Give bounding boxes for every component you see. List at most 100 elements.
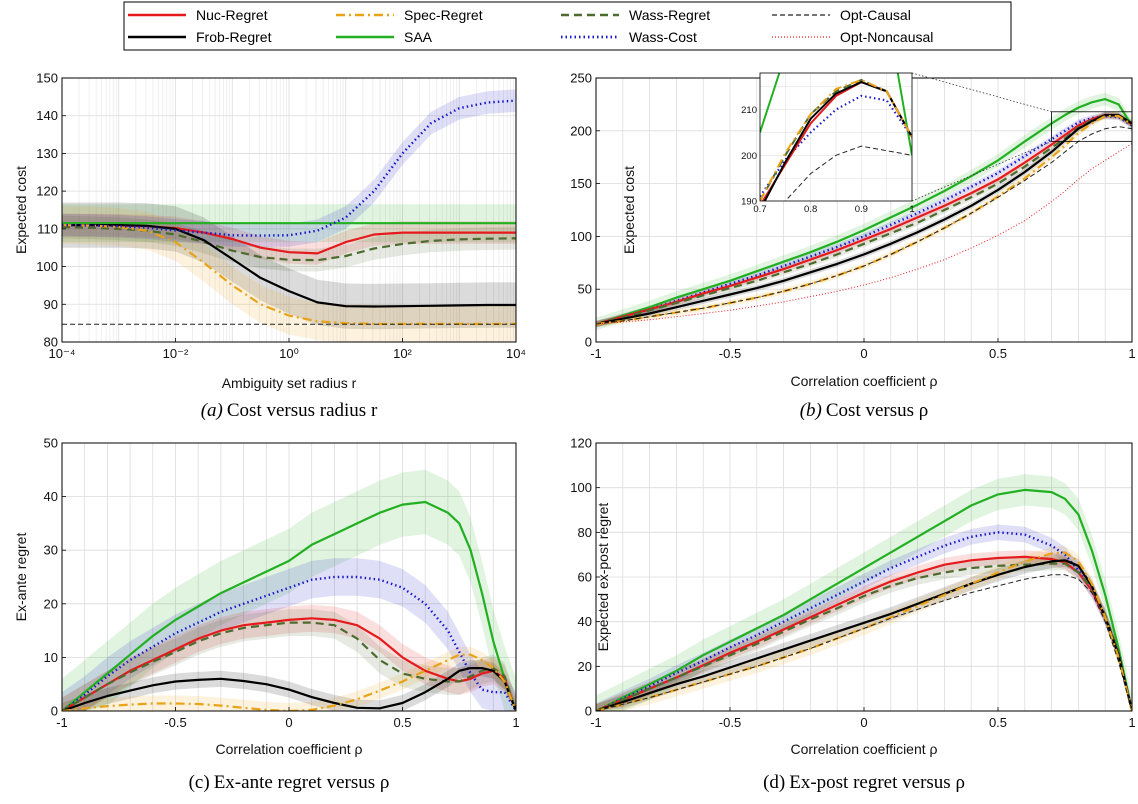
x-axis-label-c: Correlation coefficient ρ [216, 741, 363, 757]
x-tick-label: -0.5 [164, 715, 186, 730]
caption-text-c: Ex-ante regret versus ρ [214, 772, 390, 793]
series-line-wass-regret [62, 225, 516, 262]
y-tick-label: 250 [570, 71, 592, 86]
caption-text-d: Ex-post regret versus ρ [789, 772, 965, 793]
zoom-connector [911, 72, 1052, 113]
legend-label-frob-regret: Frob-Regret [196, 29, 272, 45]
legend-label-wass-cost: Wass-Cost [629, 29, 697, 45]
y-tick-label: 0 [51, 704, 58, 719]
y-tick-label: 0 [585, 335, 592, 350]
x-axis-label-a: Ambiguity set radius r [222, 375, 357, 391]
caption-b: (b) Cost versus ρ [800, 400, 929, 421]
x-tick-label: 0 [860, 346, 867, 361]
series-line-wass-cost [596, 531, 1132, 711]
inset-chart-b: 0.7 0.8 0.9 1 190 200 210 [741, 72, 915, 215]
caption-text-a: Cost versus radius r [227, 400, 378, 421]
y-tick-label: 40 [578, 614, 592, 629]
legend-label-nuc-regret: Nuc-Regret [196, 7, 268, 23]
series-line-saa [62, 500, 516, 711]
series-line-nuc-regret [62, 617, 516, 711]
y-tick-label: 90 [44, 297, 58, 312]
band-spec-regret [62, 206, 516, 342]
caption-a: (a) Cost versus radius r [201, 400, 378, 421]
x-tick-label: -0.5 [719, 346, 741, 361]
legend-label-saa: SAA [404, 29, 433, 45]
legend: Nuc-Regret Spec-Regret Wass-Regret Opt-Caus… [123, 1, 1012, 51]
x-axis-label-d: Correlation coefficient ρ [791, 741, 938, 757]
band-wass-regret [62, 609, 516, 711]
chart-a: 10⁻⁴ 10⁻² 10⁰ 10² 10⁴8090100110120130140150 … [13, 71, 526, 422]
x-tick-label: 10⁻² [163, 346, 189, 361]
legend-label-wass-regret: Wass-Regret [629, 7, 710, 23]
y-tick-label: 20 [578, 659, 592, 674]
band-wass-cost [62, 558, 516, 711]
y-tick-label: 130 [36, 146, 58, 161]
band-frob-regret [596, 553, 1132, 711]
y-tick-label: 140 [36, 108, 58, 123]
x-tick-label: 10⁰ [279, 346, 299, 361]
x-tick-label: 10² [393, 346, 412, 361]
y-tick-label: 50 [578, 282, 592, 297]
caption-d: (d) Ex-post regret versus ρ [763, 772, 965, 793]
caption-text-b: Cost versus ρ [826, 400, 928, 421]
caption-c: (c) Ex-ante regret versus ρ [189, 772, 390, 793]
series-line-wass-cost [596, 114, 1132, 326]
zoom-region [1051, 111, 1133, 142]
x-tick-label: 0 [860, 715, 867, 730]
y-tick-label: 80 [578, 525, 592, 540]
inset-series-line-opt-causal [784, 145, 912, 201]
inset-x-tick-label: 0.8 [804, 204, 817, 215]
band-nuc-regret [62, 213, 516, 265]
band-frob-regret [62, 660, 516, 711]
legend-label-spec-regret: Spec-Regret [404, 7, 483, 23]
inset-y-tick-label: 210 [741, 105, 757, 116]
x-tick-label: 1 [1128, 715, 1135, 730]
y-tick-label: 150 [570, 176, 592, 191]
x-tick-label: 0.5 [989, 346, 1007, 361]
series-line-spec-regret [596, 551, 1132, 711]
inset-frame [759, 72, 913, 202]
series-line-saa [596, 488, 1132, 711]
series-line-frob-regret [596, 559, 1132, 711]
y-tick-label: 50 [44, 436, 58, 451]
y-axis-label-b: Expected cost [621, 166, 637, 254]
series-line-nuc-regret [596, 113, 1132, 326]
y-tick-label: 10 [44, 650, 58, 665]
y-axis-label-a: Expected cost [13, 166, 29, 254]
y-tick-label: 0 [585, 704, 592, 719]
y-tick-label: 20 [44, 596, 58, 611]
caption-prefix-c: (c) [189, 772, 210, 793]
y-tick-label: 120 [36, 184, 58, 199]
x-tick-label: -1 [590, 346, 602, 361]
x-tick-label: 0 [285, 715, 292, 730]
x-tick-label: 10⁻⁴ [49, 346, 76, 361]
x-tick-label: 1 [1128, 346, 1135, 361]
series-line-spec-regret [596, 114, 1132, 326]
series-line-spec-regret [62, 653, 516, 711]
caption-prefix-a: (a) [201, 400, 223, 421]
caption-prefix-b: (b) [800, 400, 822, 421]
y-tick-label: 60 [578, 570, 592, 585]
series-line-opt-causal [596, 574, 1132, 711]
x-tick-label: 10⁴ [506, 346, 526, 361]
series-line-wass-regret [596, 562, 1132, 711]
inset-x-tick-label: 1 [909, 204, 914, 215]
series-line-frob-regret [596, 113, 1132, 326]
band-spec-regret [62, 646, 516, 711]
inset-series-line-spec-regret [760, 78, 912, 201]
zoom-connector [911, 140, 1052, 202]
x-tick-label: 1 [512, 715, 519, 730]
series-line-frob-regret [62, 666, 516, 711]
inset-x-tick-label: 0.7 [753, 204, 766, 215]
x-tick-label: 0.5 [989, 715, 1007, 730]
band-wass-cost [62, 89, 516, 247]
chart-d: -1 -0.5 0 0.5 1 0 20 40 60 80 100 120 Correlation c… [570, 436, 1135, 794]
y-tick-label: 100 [36, 259, 58, 274]
band-frob-regret [62, 202, 516, 330]
legend-label-opt-noncausal: Opt-Noncausal [840, 29, 933, 45]
y-tick-label: 110 [37, 221, 58, 236]
inset-y-tick-label: 200 [741, 151, 757, 162]
x-tick-label: -0.5 [719, 715, 741, 730]
